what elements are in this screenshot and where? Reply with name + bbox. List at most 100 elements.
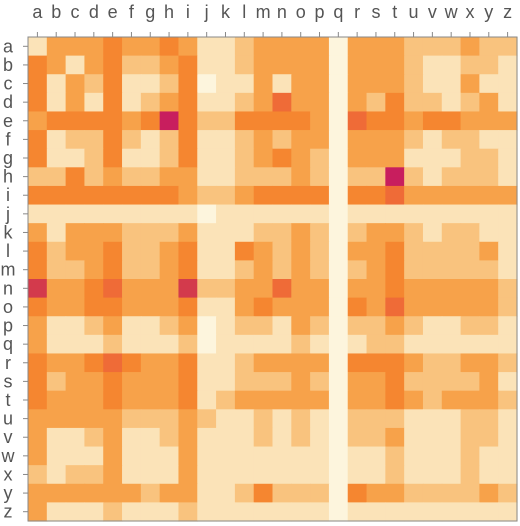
x-tick-label-h: h (164, 2, 174, 22)
heatmap-cell-f-k (216, 130, 236, 150)
heatmap-cell-g-n (272, 148, 292, 168)
heatmap-cell-y-n (272, 483, 292, 503)
heatmap-cell-m-e (103, 260, 123, 280)
heatmap-cell-w-b (46, 446, 67, 466)
heatmap-cell-l-a (28, 241, 48, 261)
heatmap-cell-s-q (328, 372, 349, 392)
heatmap-cell-o-u (404, 297, 424, 317)
heatmap-cell-r-z (498, 353, 518, 373)
heatmap-cell-c-q (328, 74, 349, 94)
heatmap-cell-o-g (140, 297, 161, 317)
heatmap-cell-v-j (197, 427, 217, 448)
heatmap-cell-g-w (441, 148, 462, 168)
heatmap-cell-r-l (234, 353, 255, 373)
heatmap-cell-i-h (159, 185, 180, 206)
heatmap-cell-d-l (234, 92, 255, 113)
heatmap-cell-y-l (234, 483, 255, 503)
heatmap-cell-y-w (441, 483, 462, 503)
heatmap-cell-x-g (140, 465, 161, 485)
heatmap-cell-b-c (65, 55, 86, 75)
heatmap-cell-c-j (197, 74, 217, 94)
heatmap-cell-k-h (159, 223, 180, 243)
heatmap-cell-y-o (291, 483, 311, 503)
heatmap-cell-s-o (291, 372, 311, 392)
heatmap-cell-x-k (216, 465, 236, 485)
heatmap-cell-k-l (234, 223, 255, 243)
heatmap-cell-p-d (84, 316, 104, 336)
heatmap-cell-c-b (46, 74, 67, 94)
heatmap-cell-j-d (84, 204, 104, 224)
heatmap-cell-z-f (122, 502, 142, 522)
heatmap-cell-r-u (404, 353, 424, 373)
heatmap-cell-a-g (140, 37, 161, 57)
heatmap-cell-x-r (347, 465, 368, 485)
heatmap-cell-m-y (479, 260, 499, 280)
heatmap-cell-f-v (422, 130, 443, 150)
heatmap-cell-e-t (385, 111, 405, 131)
heatmap-cell-d-q (328, 92, 349, 113)
heatmap-cell-q-t (385, 334, 405, 355)
heatmap-cell-m-g (140, 260, 161, 280)
heatmap-cell-k-j (197, 223, 217, 243)
heatmap-cell-x-i (178, 465, 198, 485)
heatmap-cell-v-i (178, 427, 198, 448)
heatmap-cell-v-s (366, 427, 386, 448)
heatmap-cell-y-t (385, 483, 405, 503)
heatmap-cell-x-a (28, 465, 48, 485)
heatmap-cell-a-b (46, 37, 67, 57)
heatmap-cell-e-v (422, 111, 443, 131)
heatmap-cell-w-d (84, 446, 104, 466)
heatmap-cell-u-s (366, 409, 386, 429)
heatmap-cell-y-g (140, 483, 161, 503)
heatmap-cell-n-p (310, 279, 330, 299)
heatmap-cell-g-a (28, 148, 48, 168)
heatmap-cell-m-t (385, 260, 405, 280)
heatmap-cell-h-y (479, 167, 499, 187)
heatmap-cell-f-u (404, 130, 424, 150)
heatmap-cell-e-c (65, 111, 86, 131)
heatmap-cell-v-r (347, 427, 368, 448)
x-tick-label-f: f (129, 2, 135, 22)
heatmap-cell-e-i (178, 111, 198, 131)
heatmap-cell-l-u (404, 241, 424, 261)
heatmap-cell-i-t (385, 185, 405, 206)
heatmap-cell-d-x (460, 92, 480, 113)
heatmap-cell-u-d (84, 409, 104, 429)
heatmap-cell-h-g (140, 167, 161, 187)
heatmap-cell-e-e (103, 111, 123, 131)
heatmap-cell-v-b (46, 427, 67, 448)
heatmap-cell-p-f (122, 316, 142, 336)
plot-frame (27, 36, 518, 522)
x-tick-label-s: s (371, 2, 380, 22)
heatmap-cell-v-h (159, 427, 180, 448)
heatmap-cell-b-r (347, 55, 368, 75)
heatmap-cell-u-k (216, 409, 236, 429)
heatmap-cell-v-u (404, 427, 424, 448)
heatmap-cell-l-y (479, 241, 499, 261)
heatmap-cell-l-s (366, 241, 386, 261)
heatmap-cell-t-a (28, 390, 48, 410)
heatmap-cell-w-t (385, 446, 405, 466)
heatmap-cell-h-z (498, 167, 518, 187)
heatmap-cell-s-b (46, 372, 67, 392)
heatmap-cell-v-q (328, 427, 349, 448)
x-tick-label-m: m (256, 2, 271, 22)
heatmap-cell-o-s (366, 297, 386, 317)
heatmap-cell-q-y (479, 334, 499, 355)
heatmap-cell-z-p (310, 502, 330, 522)
heatmap-cell-g-x (460, 148, 480, 168)
heatmap-cell-j-y (479, 204, 499, 224)
heatmap-cell-v-d (84, 427, 104, 448)
heatmap-cell-g-s (366, 148, 386, 168)
heatmap-cell-j-u (404, 204, 424, 224)
heatmap-cell-s-p (310, 372, 330, 392)
heatmap-cell-j-j (197, 204, 217, 224)
heatmap-cell-r-o (291, 353, 311, 373)
heatmap-cell-d-t (385, 92, 405, 113)
heatmap-cell-d-y (479, 92, 499, 113)
heatmap-cell-p-u (404, 316, 424, 336)
heatmap-cell-n-i (178, 279, 198, 299)
heatmap-cell-r-t (385, 353, 405, 373)
heatmap-cell-p-q (328, 316, 349, 336)
